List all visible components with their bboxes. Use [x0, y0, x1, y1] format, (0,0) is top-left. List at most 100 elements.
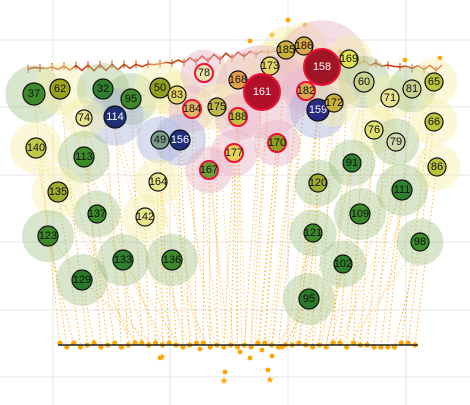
node-label: 173 [261, 60, 279, 72]
node-circle [207, 97, 227, 117]
star-marker: ★ [266, 375, 275, 386]
edge-line [277, 90, 307, 346]
node-label: 177 [225, 147, 243, 159]
node-113[interactable]: 113 [73, 146, 95, 168]
node-109[interactable]: 109 [349, 203, 371, 225]
node-81[interactable]: 81 [402, 79, 422, 99]
node-78[interactable]: 78 [194, 63, 214, 83]
edge-line [144, 216, 150, 346]
node-167[interactable]: 167 [199, 160, 219, 180]
node-173[interactable]: 173 [260, 56, 280, 76]
edge-line [81, 279, 154, 346]
node-91[interactable]: 91 [342, 153, 362, 173]
node-76[interactable]: 76 [364, 120, 384, 140]
node-156[interactable]: 156 [169, 129, 191, 151]
node-95[interactable]: 95 [120, 88, 142, 110]
node-177[interactable]: 177 [224, 143, 244, 163]
node-label: 135 [49, 186, 67, 198]
ridge-line [27, 49, 443, 72]
node-135[interactable]: 135 [47, 181, 69, 203]
node-86[interactable]: 86 [427, 157, 447, 177]
node-66[interactable]: 66 [424, 112, 444, 132]
node-50[interactable]: 50 [149, 77, 171, 99]
node-102[interactable]: 102 [333, 254, 353, 274]
node-circle [228, 107, 248, 127]
edge-line [57, 191, 81, 346]
node-184[interactable]: 184 [182, 99, 202, 119]
node-98[interactable]: 98 [410, 232, 430, 252]
node-label: 167 [200, 164, 218, 176]
edge-line [208, 169, 229, 346]
star-marker: ★ [158, 352, 167, 363]
edge-line [159, 139, 203, 346]
node-71[interactable]: 71 [380, 88, 400, 108]
edge-line [298, 102, 335, 346]
node-120[interactable]: 120 [308, 173, 328, 193]
node-185[interactable]: 185 [276, 40, 296, 60]
edge-line [33, 93, 132, 346]
edge-line [281, 232, 314, 346]
node-label: 137 [88, 208, 106, 220]
node-137[interactable]: 137 [87, 204, 107, 224]
node-49[interactable]: 49 [150, 130, 170, 150]
node-circle [37, 225, 59, 247]
node-140[interactable]: 140 [25, 137, 47, 159]
node-label: 62 [54, 83, 66, 95]
node-label: 78 [198, 67, 210, 79]
node-159[interactable]: 159 [306, 98, 330, 122]
edge-line [366, 97, 391, 346]
edge-line [59, 88, 88, 346]
node-133[interactable]: 133 [112, 249, 134, 271]
node-123[interactable]: 123 [37, 225, 59, 247]
edge-line [159, 87, 198, 346]
node-label: 120 [309, 177, 327, 189]
node-164[interactable]: 164 [148, 172, 168, 192]
node-circle [333, 254, 353, 274]
node-circle [224, 143, 244, 163]
node-172[interactable]: 172 [324, 93, 344, 113]
node-142[interactable]: 142 [135, 207, 155, 227]
node-74[interactable]: 74 [75, 109, 93, 127]
node-62[interactable]: 62 [49, 78, 71, 100]
node-121[interactable]: 121 [303, 223, 323, 243]
node-95b[interactable]: 95 [298, 288, 320, 310]
node-65[interactable]: 65 [424, 72, 444, 92]
node-circle [424, 112, 444, 132]
edge-line [171, 259, 207, 346]
node-circle [296, 81, 316, 101]
edge-endpoint [222, 369, 228, 375]
node-circle [353, 71, 375, 93]
node-136[interactable]: 136 [161, 249, 183, 271]
node-37[interactable]: 37 [22, 82, 46, 106]
node-182[interactable]: 182 [296, 81, 316, 101]
node-label: 113 [75, 151, 93, 163]
node-circle [424, 72, 444, 92]
node-32[interactable]: 32 [92, 78, 114, 100]
node-188[interactable]: 188 [228, 107, 248, 127]
node-186[interactable]: 186 [294, 36, 314, 56]
edge-line [339, 162, 353, 346]
edge-line [130, 98, 143, 346]
node-129[interactable]: 129 [71, 269, 93, 291]
node-circle [112, 249, 134, 271]
node-168[interactable]: 168 [228, 70, 248, 90]
ridge-dot [285, 17, 291, 23]
node-175[interactable]: 175 [207, 97, 227, 117]
edge-endpoint [269, 353, 275, 359]
node-83[interactable]: 83 [167, 85, 187, 105]
node-170[interactable]: 170 [267, 133, 287, 153]
edge-line [272, 90, 307, 346]
node-161[interactable]: 161 [243, 73, 281, 111]
node-label: 169 [340, 53, 358, 65]
node-label: 86 [431, 161, 443, 173]
node-60[interactable]: 60 [353, 71, 375, 93]
node-158[interactable]: 158 [303, 48, 341, 86]
edge-line [347, 241, 421, 346]
node-circle [349, 203, 371, 225]
node-169[interactable]: 169 [339, 49, 359, 69]
node-79[interactable]: 79 [386, 132, 406, 152]
node-label: 66 [428, 116, 440, 128]
node-114[interactable]: 114 [103, 105, 127, 129]
node-111[interactable]: 111 [391, 179, 413, 201]
